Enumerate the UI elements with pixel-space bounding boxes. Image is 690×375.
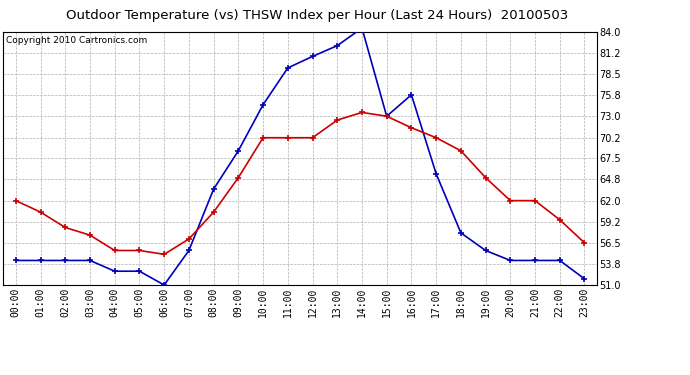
Text: Copyright 2010 Cartronics.com: Copyright 2010 Cartronics.com [6, 36, 148, 45]
Text: Outdoor Temperature (vs) THSW Index per Hour (Last 24 Hours)  20100503: Outdoor Temperature (vs) THSW Index per … [66, 9, 569, 22]
